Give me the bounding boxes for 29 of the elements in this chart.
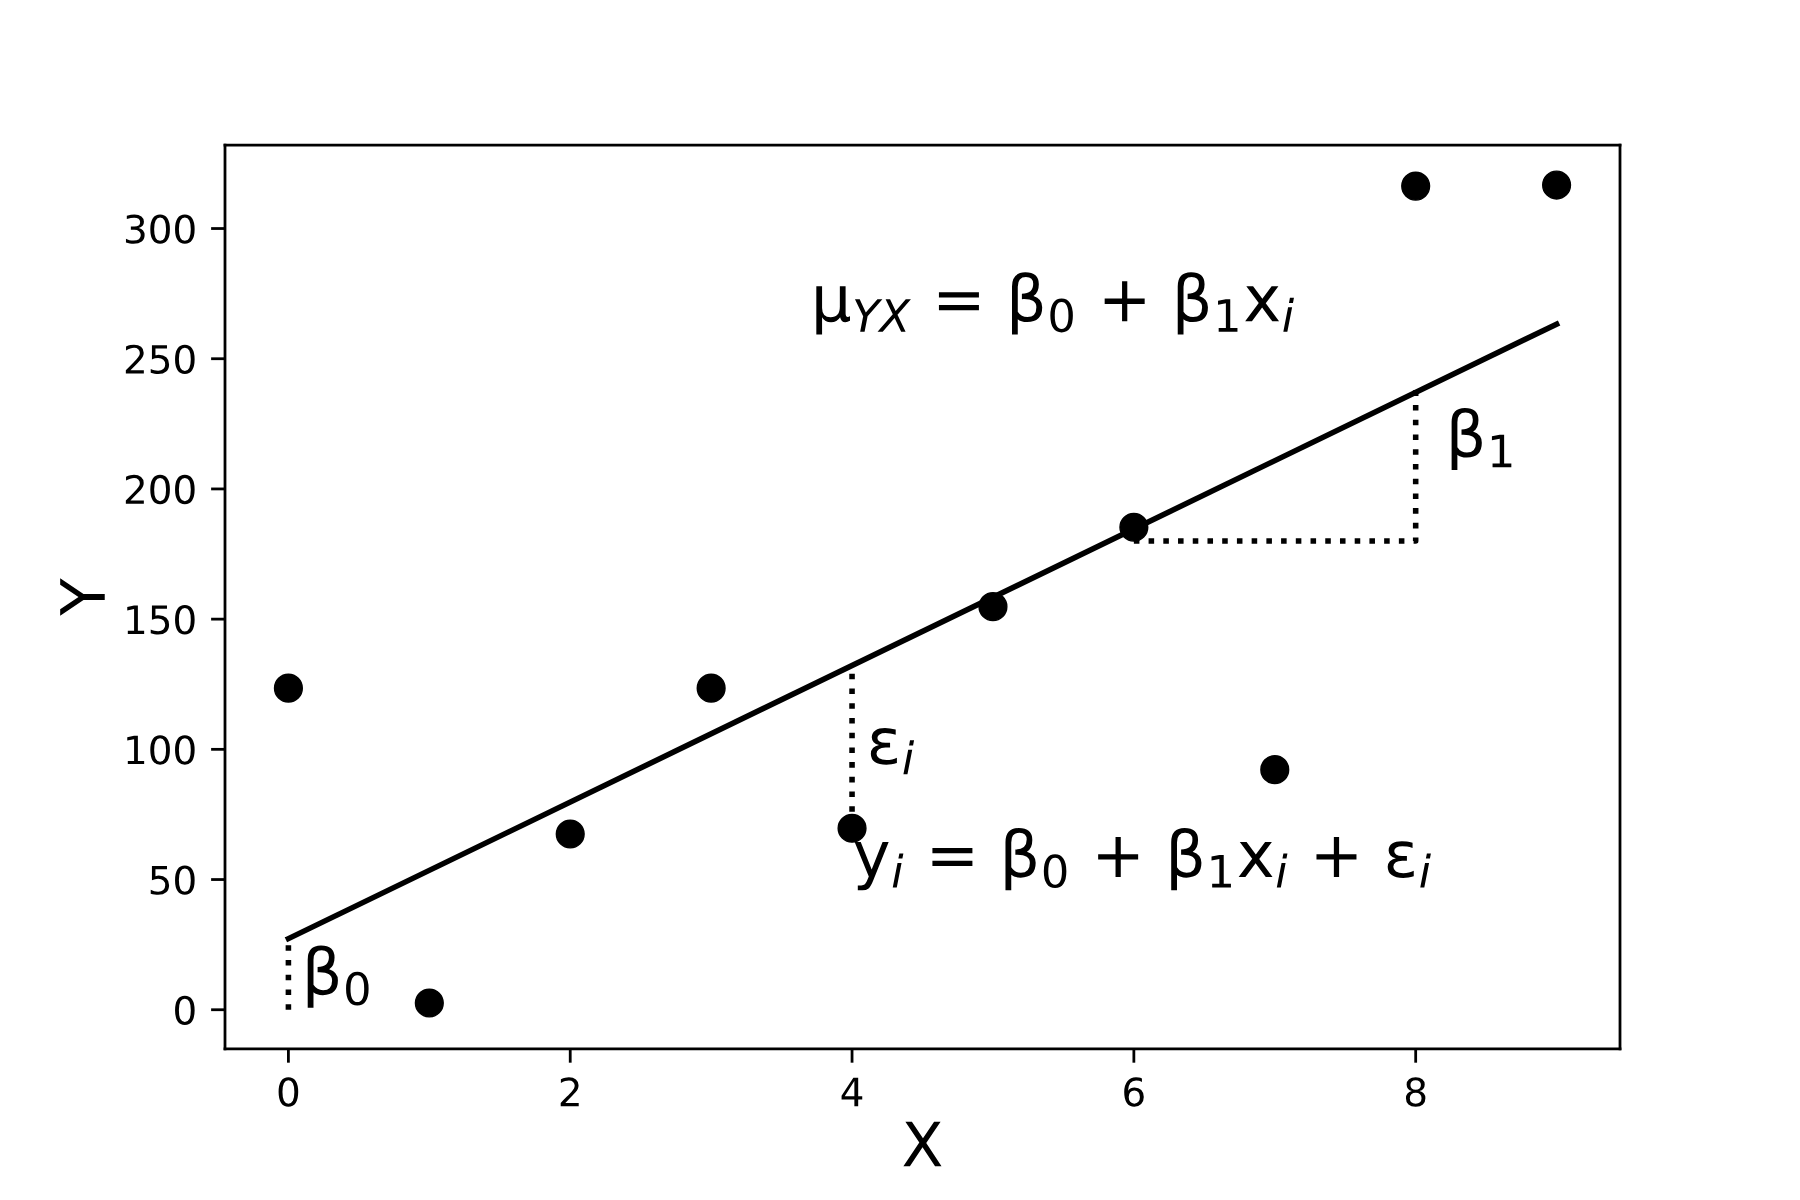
- annotation: μ$_{YX}$ = β$_{0}$ + β$_{1}$x$_{i}$: [816, 272, 1294, 335]
- annotation: β$_{0}$: [307, 945, 369, 1008]
- point: [837, 813, 867, 843]
- annotation: ε$_{i}$: [870, 728, 915, 775]
- point: [1260, 755, 1290, 785]
- y-tick-label: 200: [125, 474, 195, 505]
- point: [273, 673, 303, 703]
- point: [978, 592, 1008, 622]
- text: y$_{i}$ = β$_{0}$ + β$_{1}$x$_{i}$ + ε$_{i}$: [854, 828, 1431, 891]
- x-axis-title: X: [903, 1121, 942, 1167]
- point: [1401, 171, 1431, 201]
- y-axis-title: Y: [60, 578, 105, 616]
- x-tick-label: 0: [278, 1077, 299, 1107]
- annotation: β$_{1}$: [1451, 407, 1512, 471]
- y-tick-label: 150: [127, 605, 195, 635]
- y-tick-label: 0: [175, 995, 195, 1026]
- x-tick-label: 2: [560, 1077, 579, 1107]
- y-tick-label: 100: [127, 735, 195, 765]
- y-tick-label: 250: [125, 344, 195, 375]
- x-tick-label: 6: [1124, 1077, 1144, 1107]
- point: [1542, 170, 1572, 200]
- x-tick-label: 4: [841, 1077, 863, 1107]
- x-tick-label: 8: [1405, 1077, 1426, 1107]
- point: [696, 673, 726, 703]
- point: [1119, 512, 1149, 542]
- y-tick-label: 300: [125, 214, 195, 244]
- point: [555, 819, 585, 849]
- point: [414, 988, 444, 1018]
- y-tick-label: 50: [150, 865, 195, 895]
